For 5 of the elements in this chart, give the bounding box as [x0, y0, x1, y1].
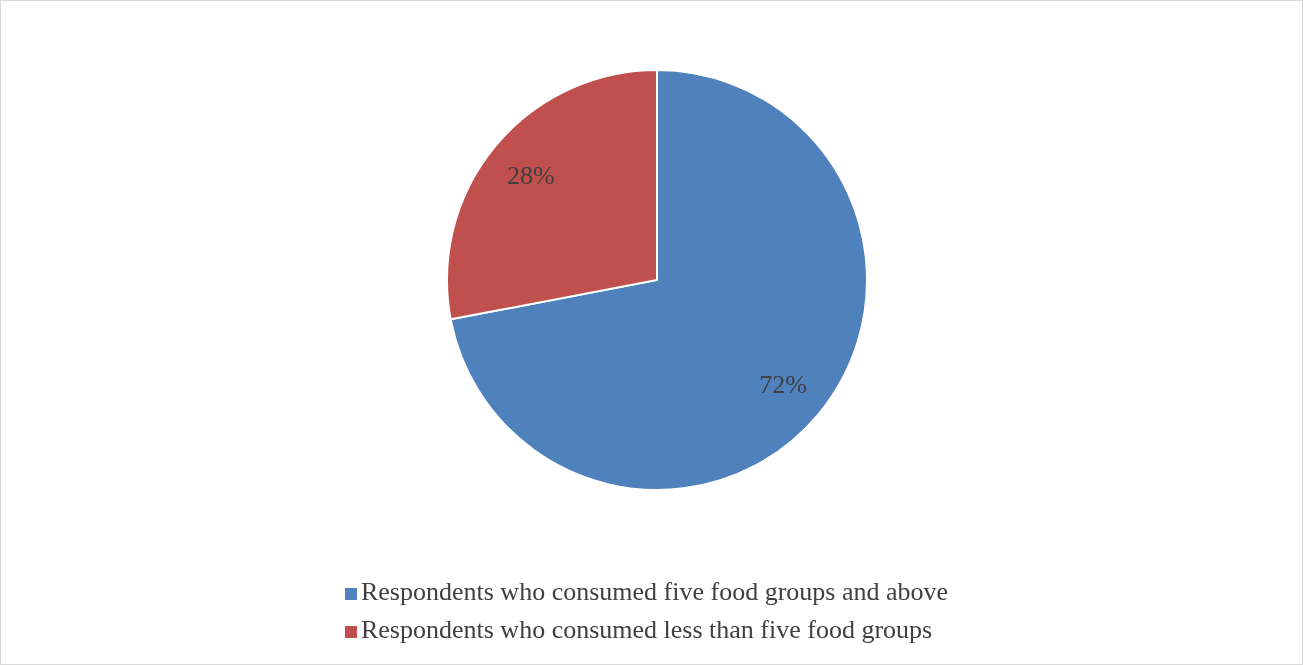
pie-slice: [449, 69, 868, 491]
legend-label: Respondents who consumed five food groups and above: [360, 577, 949, 606]
legend-label: Respondents who consumed less than five food groups: [360, 615, 933, 644]
data-label: 28%: [506, 161, 555, 191]
data-label: 72%: [759, 369, 808, 399]
